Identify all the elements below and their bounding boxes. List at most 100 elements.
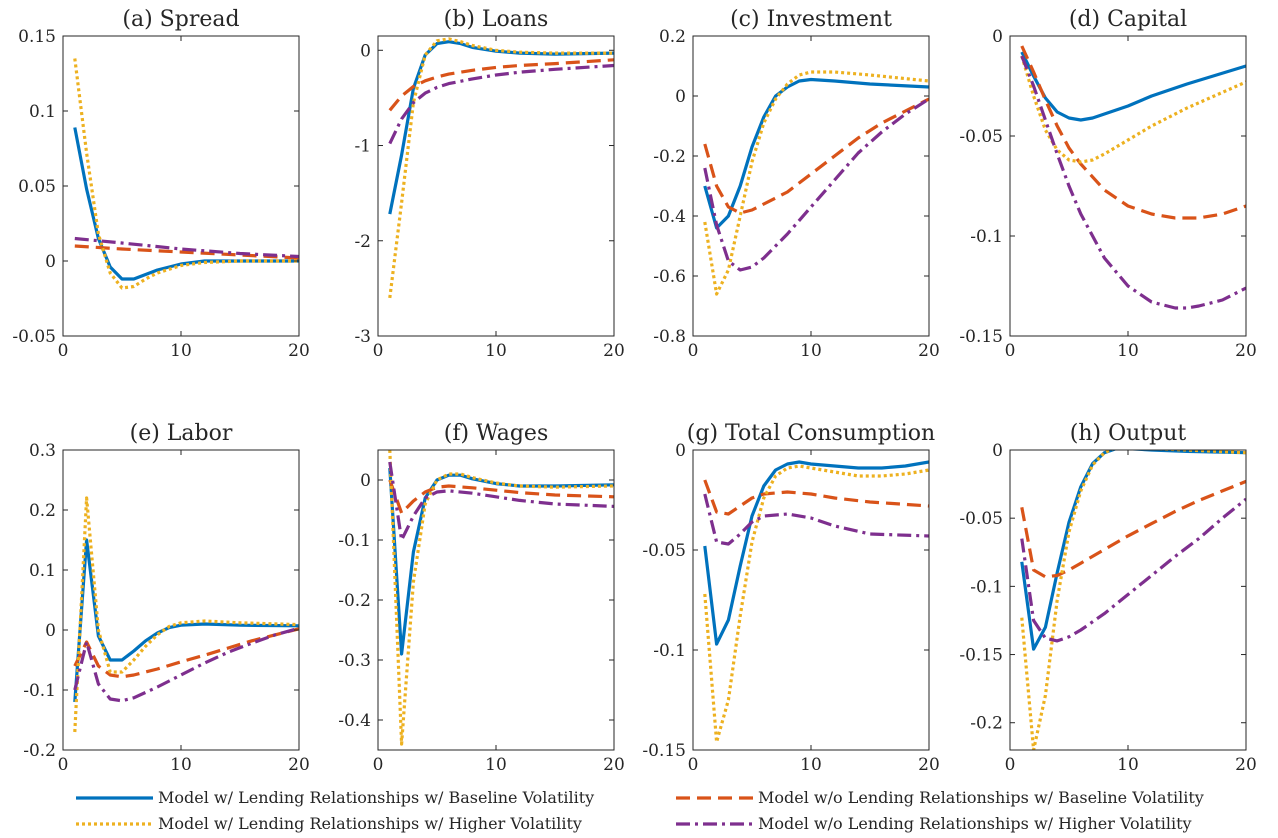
legend: Model w/ Lending Relationships w/ Baseli… — [76, 788, 1204, 833]
series-line-2 — [703, 97, 929, 215]
y-tick-label: -0.2 — [970, 714, 1003, 734]
y-tick-label: 0.1 — [29, 102, 56, 122]
series-line-3 — [388, 37, 614, 299]
x-tick-label: 20 — [1235, 755, 1257, 775]
subplot-title: (a) Spread — [122, 7, 239, 32]
subplot-title: (f) Wages — [444, 421, 549, 446]
legend-item-1: Model w/ Lending Relationships w/ Baseli… — [76, 788, 594, 807]
series-line-3 — [73, 496, 299, 733]
subplot-title: (b) Loans — [444, 7, 549, 32]
y-tick-label: -0.05 — [642, 541, 686, 561]
legend-label: Model w/o Lending Relationships w/ Basel… — [758, 788, 1204, 807]
x-tick-label: 0 — [688, 341, 699, 361]
series-line-4 — [73, 626, 299, 703]
series-group — [703, 70, 929, 296]
x-tick-label: 20 — [918, 341, 940, 361]
x-tick-label: 10 — [485, 755, 507, 775]
subplot-title: (h) Output — [1070, 421, 1187, 446]
subplot-5: (e) Labor 0 10 20 -0.2 -0.1 0 0.1 0.2 0.3 — [23, 421, 310, 775]
y-tick-label: -0.05 — [12, 327, 56, 347]
subplot-3: (c) Investment 0 10 20 -0.8 -0.6 -0.4 -0.2 0 0.2 — [653, 7, 940, 361]
series-line-2 — [388, 58, 614, 112]
y-tick-label: 0 — [360, 41, 371, 61]
x-tick-label: 0 — [58, 755, 69, 775]
y-tick-label: -0.1 — [653, 641, 686, 661]
series-line-1 — [703, 77, 929, 230]
x-tick-label: 20 — [1235, 341, 1257, 361]
y-tick-label: -0.1 — [970, 577, 1003, 597]
x-tick-label: 20 — [918, 755, 940, 775]
series-line-3 — [703, 70, 929, 296]
legend-label: Model w/ Lending Relationships w/ Higher… — [158, 814, 582, 833]
y-tick-label: -0.2 — [338, 591, 371, 611]
series-line-2 — [74, 244, 299, 260]
subplot-title: (g) Total Consumption — [687, 421, 935, 446]
axes-frame — [62, 35, 300, 337]
y-tick-label: 0.1 — [29, 561, 56, 581]
series-group — [388, 37, 614, 299]
series-group — [703, 460, 929, 744]
x-tick-label: 20 — [288, 755, 310, 775]
subplot-8: (h) Output 0 10 20 -0.2 -0.15 -0.1 -0.05 0 — [959, 421, 1256, 775]
y-tick-label: 0 — [992, 27, 1003, 47]
x-tick-label: 10 — [485, 341, 507, 361]
series-line-2 — [703, 479, 929, 516]
y-tick-label: -0.05 — [959, 127, 1003, 147]
y-tick-label: -0.4 — [653, 207, 686, 227]
x-tick-label: 0 — [373, 755, 384, 775]
y-tick-label: 0 — [45, 252, 56, 272]
subplot-4: (d) Capital 0 10 20 -0.15 -0.1 -0.05 0 — [959, 7, 1256, 361]
series-line-3 — [1020, 55, 1246, 164]
series-group — [388, 450, 614, 746]
y-tick-label: -2 — [354, 232, 371, 252]
subplot-title: (e) Labor — [130, 421, 233, 446]
y-tick-label: 0 — [675, 87, 686, 107]
series-line-4 — [388, 461, 614, 542]
series-group — [1020, 450, 1246, 750]
series-line-1 — [1020, 51, 1246, 122]
y-tick-label: -3 — [354, 327, 371, 347]
series-line-4 — [703, 97, 929, 272]
series-line-1 — [703, 460, 929, 646]
y-tick-label: -0.1 — [970, 227, 1003, 247]
subplot-2: (b) Loans 0 10 20 -3 -2 -1 0 — [354, 7, 624, 361]
y-tick-label: -0.2 — [653, 147, 686, 167]
subplot-title: (d) Capital — [1069, 7, 1187, 32]
x-tick-label: 10 — [170, 341, 192, 361]
y-tick-label: -0.1 — [338, 531, 371, 551]
series-group — [1020, 45, 1246, 310]
axes-frame — [1009, 35, 1247, 337]
y-tick-label: -0.1 — [23, 681, 56, 701]
y-tick-label: -0.15 — [642, 741, 686, 761]
subplot-title: (c) Investment — [730, 7, 892, 32]
legend-label: Model w/o Lending Relationships w/ Highe… — [758, 814, 1192, 833]
x-tick-label: 20 — [603, 341, 625, 361]
y-tick-label: -0.6 — [653, 267, 686, 287]
y-tick-label: -0.8 — [653, 327, 686, 347]
y-tick-label: 0.05 — [18, 177, 56, 197]
y-tick-label: 0 — [45, 621, 56, 641]
y-tick-label: -0.05 — [959, 509, 1003, 529]
x-tick-label: 0 — [58, 341, 69, 361]
legend-item-4: Model w/o Lending Relationships w/ Highe… — [676, 814, 1192, 833]
x-tick-label: 20 — [288, 341, 310, 361]
series-line-3 — [703, 464, 929, 744]
series-line-2 — [73, 627, 299, 679]
x-tick-label: 0 — [373, 341, 384, 361]
series-line-2 — [1020, 45, 1246, 220]
series-line-2 — [388, 479, 614, 515]
x-tick-label: 10 — [170, 755, 192, 775]
y-tick-label: 0.2 — [29, 501, 56, 521]
series-line-4 — [74, 236, 299, 259]
y-tick-label: -0.3 — [338, 651, 371, 671]
y-tick-label: 0 — [360, 471, 371, 491]
x-tick-label: 10 — [1117, 341, 1139, 361]
axes-frame — [377, 35, 615, 337]
series-line-4 — [1020, 497, 1246, 643]
x-tick-label: 10 — [800, 341, 822, 361]
series-line-3 — [1020, 450, 1246, 750]
y-tick-label: -0.15 — [959, 646, 1003, 666]
series-line-3 — [73, 58, 299, 290]
